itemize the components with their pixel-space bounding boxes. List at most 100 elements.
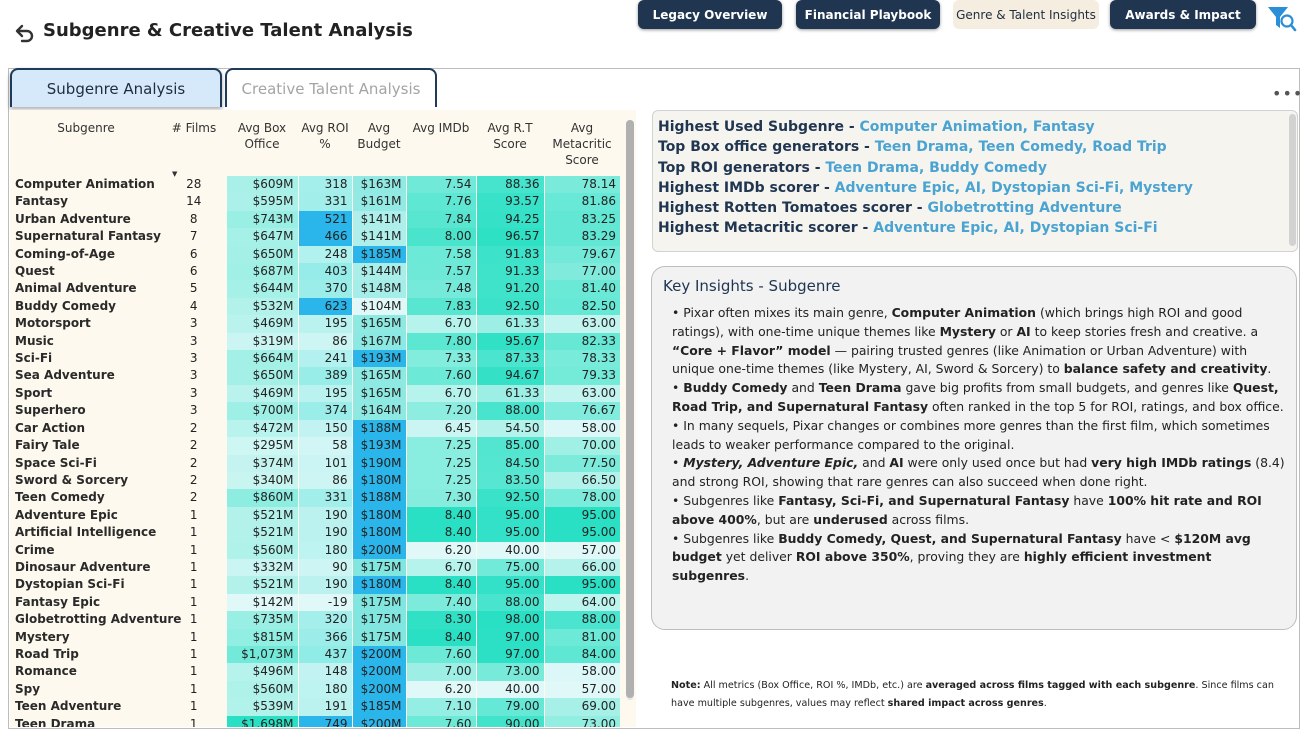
column-header[interactable]: Avg IMDb bbox=[412, 121, 470, 135]
table-row[interactable]: Buddy Comedy 4 $532M 623 $104M 7.83 92.50 82.50 bbox=[10, 297, 620, 316]
metric-cell: 57.00 bbox=[543, 541, 620, 559]
metric-cell: 94.67 bbox=[475, 367, 544, 385]
table-row[interactable]: Sci-Fi 3 $664M 241 $193M 7.33 87.33 78.33 bbox=[10, 350, 620, 368]
table-row[interactable]: Teen Adventure 1 $539M 191 $185M 7.10 79.00 69.… bbox=[10, 698, 620, 716]
column-header[interactable]: Avg R.T Score bbox=[487, 121, 533, 151]
table-row[interactable]: Sea Adventure 3 $650M 389 $165M 7.60 94.67 79.3… bbox=[10, 367, 620, 385]
metric-cell: 78.14 bbox=[543, 176, 620, 194]
metric-cell: 2 bbox=[189, 490, 198, 505]
metric-cell: 7.40 bbox=[405, 593, 476, 612]
metric-cell: $188M bbox=[351, 489, 406, 507]
table-row[interactable]: Space Sci-Fi 2 $374M 101 $190M 7.25 84.50 77.50 bbox=[10, 454, 620, 472]
table-row[interactable]: Spy 1 $560M 180 $200M 6.20 40.00 57.00 bbox=[10, 680, 620, 699]
subgenre-name-cell: Motorsport bbox=[15, 316, 91, 331]
metric-cell: 318 bbox=[297, 176, 352, 194]
metric-cell: 90 bbox=[297, 558, 352, 577]
column-header[interactable]: Avg ROI % bbox=[301, 121, 349, 151]
column-header[interactable]: # Films bbox=[171, 121, 217, 135]
text-run: underused bbox=[813, 511, 888, 527]
table-row[interactable]: Fairy Tale 2 $295M 58 $193M 7.25 85.00 70.00 bbox=[10, 437, 620, 455]
column-header[interactable]: Avg Metacritic Score bbox=[552, 121, 612, 167]
highlight-value: Adventure Epic, AI, Dystopian Sci-Fi bbox=[873, 220, 1158, 237]
highlight-label: Highest Rotten Tomatoes scorer bbox=[658, 200, 912, 217]
table-row[interactable]: Mystery 1 $815M 366 $175M 8.40 97.00 81.00 bbox=[10, 628, 620, 646]
metric-cell: 61.33 bbox=[475, 384, 544, 403]
column-header[interactable]: Avg Box Office bbox=[237, 121, 287, 151]
metric-cell: 195 bbox=[297, 384, 352, 403]
highlights-scrollbar[interactable] bbox=[1289, 114, 1296, 246]
table-row[interactable]: Adventure Epic 1 $521M 190 $180M 8.40 95.00 95.… bbox=[10, 506, 620, 525]
metric-cell: 66.00 bbox=[543, 558, 620, 577]
back-arrow-icon[interactable] bbox=[14, 22, 36, 44]
table-row[interactable]: Quest 6 $687M 403 $144M 7.57 91.33 77.00 bbox=[10, 263, 620, 281]
table-row[interactable]: Crime 1 $560M 180 $200M 6.20 40.00 57.00 bbox=[10, 541, 620, 559]
nav-financial-playbook[interactable]: Financial Playbook bbox=[796, 0, 940, 29]
table-row[interactable]: Music 3 $319M 86 $167M 7.80 95.67 82.33 bbox=[10, 332, 620, 351]
table-row[interactable]: Motorsport 3 $469M 195 $165M 6.70 61.33 63.00 bbox=[10, 315, 620, 333]
metric-cell: 7.30 bbox=[405, 489, 476, 507]
table-row[interactable]: Teen Drama 1 $1,698M 749 $200M 7.60 90.00 73.00 bbox=[10, 715, 620, 727]
subgenre-name-cell: Teen Drama bbox=[15, 716, 96, 727]
highlight-label: Highest Metacritic scorer bbox=[658, 220, 858, 237]
metric-cell: $700M bbox=[225, 402, 298, 420]
metric-cell: 248 bbox=[297, 245, 352, 264]
metric-cell: 1 bbox=[189, 542, 198, 557]
column-header[interactable]: Avg Budget bbox=[357, 121, 401, 151]
table-row[interactable]: Globetrotting Adventure 1 $735M 320 $175M 8.3… bbox=[10, 611, 620, 629]
table-row[interactable]: Fantasy 14 $595M 331 $161M 7.76 93.57 81.86 bbox=[10, 193, 620, 211]
metric-cell: 95.00 bbox=[543, 506, 620, 525]
metric-cell: $521M bbox=[225, 524, 298, 542]
tab-subgenre-analysis[interactable]: Subgenre Analysis bbox=[10, 68, 222, 107]
bullet-dot: • bbox=[672, 305, 684, 320]
table-row[interactable]: Road Trip 1 $1,073M 437 $200M 7.60 97.00 84.00 bbox=[10, 645, 620, 664]
nav-legacy-overview[interactable]: Legacy Overview bbox=[638, 0, 782, 29]
table-row[interactable]: Dinosaur Adventure 1 $332M 90 $175M 6.70 75.00… bbox=[10, 558, 620, 577]
metric-cell: 8.40 bbox=[405, 628, 476, 646]
table-row[interactable]: Car Action 2 $472M 150 $188M 6.45 54.50 58.00 bbox=[10, 419, 620, 438]
metric-cell: $469M bbox=[225, 384, 298, 403]
subgenre-name-cell: Sport bbox=[15, 385, 53, 400]
metric-cell: $200M bbox=[351, 663, 406, 681]
text-run: Subgenres like bbox=[683, 492, 779, 508]
table-row[interactable]: Animal Adventure 5 $644M 370 $148M 7.48 91.20 8… bbox=[10, 280, 620, 298]
table-row[interactable]: Dystopian Sci-Fi 1 $521M 190 $180M 8.40 95.00 9… bbox=[10, 576, 620, 594]
highlights-card: Highest Used Subgenre - Computer Animati… bbox=[652, 110, 1298, 252]
subgenre-name-cell: Globetrotting Adventure bbox=[15, 612, 182, 627]
table-row[interactable]: Computer Animation 28 $609M 318 $163M 7.54 88.… bbox=[10, 176, 620, 194]
table-row[interactable]: Fantasy Epic 1 $142M -19 $175M 7.40 88.00 64.00 bbox=[10, 593, 620, 612]
metric-cell: 96.57 bbox=[475, 228, 544, 246]
table-row[interactable]: Sport 3 $469M 195 $165M 6.70 61.33 63.00 bbox=[10, 384, 620, 403]
table-row[interactable]: Urban Adventure 8 $743M 521 $141M 7.84 94.25 83… bbox=[10, 210, 620, 229]
metric-cell: $560M bbox=[225, 541, 298, 559]
metric-cell: 95.00 bbox=[475, 506, 544, 525]
highlight-separator: - bbox=[911, 200, 928, 217]
metric-cell: 69.00 bbox=[543, 698, 620, 716]
table-row[interactable]: Supernatural Fantasy 7 $647M 466 $141M 8.00 96… bbox=[10, 228, 620, 246]
filter-clear-icon[interactable] bbox=[1266, 4, 1298, 32]
table-row[interactable]: Romance 1 $496M 148 $200M 7.00 73.00 58.00 bbox=[10, 663, 620, 681]
text-run: yet deliver bbox=[721, 549, 796, 565]
tab-creative-talent-analysis[interactable]: Creative Talent Analysis bbox=[225, 68, 437, 107]
metric-cell: 94.25 bbox=[475, 210, 544, 229]
nav-genre-talent-insights[interactable]: Genre & Talent Insights bbox=[953, 0, 1099, 29]
subgenre-name-cell: Car Action bbox=[15, 420, 86, 435]
subgenre-name-cell: Teen Comedy bbox=[15, 490, 105, 505]
table-row[interactable]: Sword & Sorcery 2 $340M 86 $180M 7.25 83.50 66.… bbox=[10, 471, 620, 490]
sort-descending-icon[interactable]: ▼ bbox=[172, 170, 178, 178]
table-row[interactable]: Superhero 3 $700M 374 $164M 7.20 88.00 76.67 bbox=[10, 402, 620, 420]
highlight-label: Top ROI generators bbox=[658, 159, 810, 176]
metric-cell: 7.48 bbox=[405, 280, 476, 298]
table-scrollbar-thumb[interactable] bbox=[626, 120, 634, 698]
metric-cell: $496M bbox=[225, 663, 298, 681]
nav-awards-impact[interactable]: Awards & Impact bbox=[1110, 0, 1256, 29]
table-row[interactable]: Artificial Intelligence 1 $521M 190 $180M 8.4… bbox=[10, 524, 620, 542]
table-row[interactable]: Teen Comedy 2 $860M 331 $188M 7.30 92.50 78.00 bbox=[10, 489, 620, 507]
metric-cell: 95.00 bbox=[543, 576, 620, 594]
metric-cell: 88.00 bbox=[543, 611, 620, 629]
metric-cell: 95.00 bbox=[475, 576, 544, 594]
metric-cell: 73.00 bbox=[475, 663, 544, 681]
more-options-icon[interactable]: ••• bbox=[1272, 84, 1304, 103]
table-row[interactable]: Coming-of-Age 6 $650M 248 $185M 7.58 91.83 79.6… bbox=[10, 245, 620, 264]
subgenre-name-cell: Fantasy bbox=[15, 194, 68, 209]
column-header[interactable]: Subgenre bbox=[57, 121, 115, 135]
